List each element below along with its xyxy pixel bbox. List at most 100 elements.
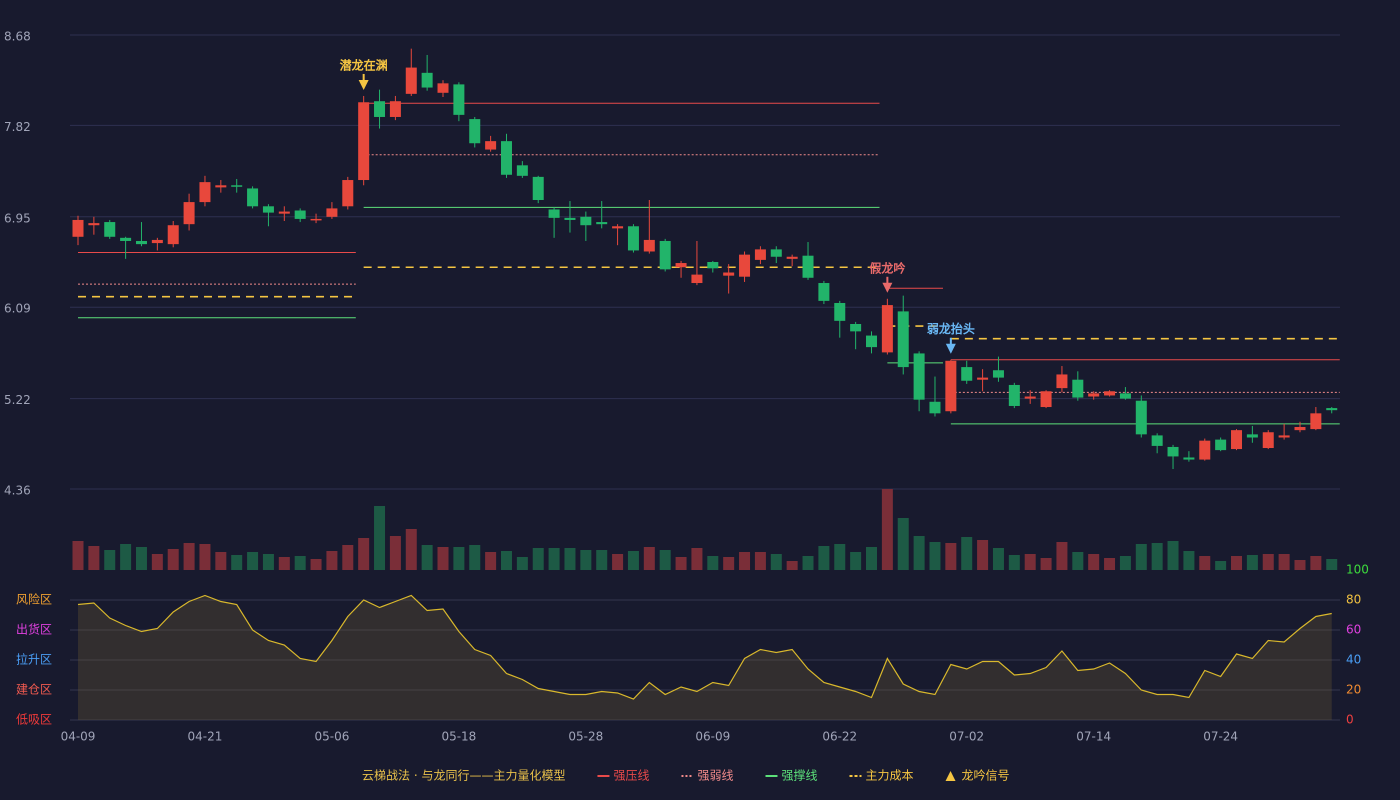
candle-body (1246, 434, 1258, 438)
candle-body (231, 185, 243, 187)
oscillator-area (78, 595, 1332, 720)
zone-label: 风险区 (16, 592, 52, 607)
volume-bar (1008, 555, 1020, 570)
volume-bar (580, 550, 592, 570)
volume-bar (1167, 541, 1179, 570)
volume-bar (453, 547, 465, 570)
candle-body (120, 237, 132, 241)
volume-bar (358, 538, 370, 570)
candle-body (72, 219, 84, 237)
candle-body (881, 305, 893, 353)
candle-body (945, 360, 957, 412)
volume-bar (596, 550, 608, 570)
volume-bar (231, 555, 243, 570)
candle-body (1151, 435, 1163, 446)
volume-bar (564, 548, 576, 570)
y-tick-label: 4.36 (4, 484, 31, 498)
volume-bar (1262, 554, 1274, 570)
candle-body (135, 240, 147, 245)
candle-body (421, 72, 433, 88)
volume-bar (643, 547, 655, 570)
signal-label: 假龙吟 (869, 260, 905, 275)
candle-body (326, 208, 338, 217)
candle-body (596, 222, 608, 225)
signal-arrow (882, 282, 893, 293)
volume-bar (1199, 556, 1211, 570)
volume-bar (1278, 554, 1290, 570)
volume-bar (1088, 554, 1100, 570)
candle-body (405, 67, 417, 94)
volume-bar (1040, 558, 1052, 570)
signal-label: 弱龙抬头 (927, 321, 975, 336)
candle-body (485, 141, 497, 150)
signal-arrow (358, 79, 369, 90)
volume-bar (723, 557, 735, 570)
volume-bar (437, 547, 449, 570)
volume-bar (659, 550, 671, 570)
volume-bar (992, 548, 1004, 570)
signal-label: 潜龙在渊 (340, 57, 388, 72)
volume-bar (469, 545, 481, 570)
candle-body (500, 141, 512, 175)
candle-body (469, 119, 481, 144)
volume-bar (278, 557, 290, 570)
candle-body (358, 102, 370, 181)
volume-bar (707, 556, 719, 570)
volume-bar (104, 550, 116, 570)
candle-body (897, 311, 909, 368)
candle-body (294, 210, 306, 219)
volume-bar (1024, 554, 1036, 570)
volume-bar (961, 537, 973, 570)
zone-label: 建仓区 (16, 683, 52, 697)
volume-bar (516, 557, 528, 570)
volume-bar (215, 552, 227, 570)
volume-bar (72, 541, 84, 570)
candle-body (1262, 432, 1274, 449)
candle-body (548, 209, 560, 218)
candle-body (612, 226, 624, 229)
volume-bar (881, 489, 893, 570)
x-tick-label: 05-18 (441, 730, 476, 744)
x-tick-label: 06-22 (822, 730, 857, 744)
candle-body (389, 101, 401, 117)
candle-body (374, 101, 386, 117)
volume-bar (120, 544, 132, 570)
candle-body (247, 188, 259, 207)
volume-bar (897, 518, 909, 570)
candle-body (310, 218, 322, 221)
candle-body (1278, 435, 1290, 438)
candle-body (1104, 391, 1116, 396)
candle-body (104, 222, 116, 237)
candle-body (564, 217, 576, 220)
y-tick-label: 60 (1346, 623, 1361, 637)
zone-label: 低吸区 (16, 713, 52, 727)
candle-body (183, 202, 195, 225)
candle-body (754, 249, 766, 260)
x-tick-label: 04-21 (188, 730, 223, 744)
volume-bar (88, 546, 100, 570)
volume-bar (262, 554, 274, 570)
volume-bar (532, 548, 544, 570)
candle-body (215, 185, 227, 188)
x-tick-label: 05-28 (568, 730, 603, 744)
candle-body (627, 226, 639, 251)
volume-bar (167, 549, 179, 570)
volume-bar (1246, 555, 1258, 570)
volume-bar (1231, 556, 1243, 570)
candle-body (437, 83, 449, 93)
candle-body (1183, 457, 1195, 460)
candle-body (1088, 393, 1100, 397)
x-tick-label: 05-06 (314, 730, 349, 744)
candle-body (659, 240, 671, 270)
legend-title: 云梯战法 · 与龙同行——主力量化模型 (362, 769, 565, 783)
y-tick-label: 8.68 (4, 30, 31, 44)
volume-bar (945, 543, 957, 570)
x-tick-label: 07-02 (949, 730, 984, 744)
candle-body (1294, 426, 1306, 431)
legend-label: 强压线 (613, 769, 649, 783)
y-tick-label: 0 (1346, 713, 1354, 727)
volume-bar (1183, 551, 1195, 570)
legend-label: 龙吟信号 (962, 768, 1010, 783)
volume-bar (866, 547, 877, 570)
